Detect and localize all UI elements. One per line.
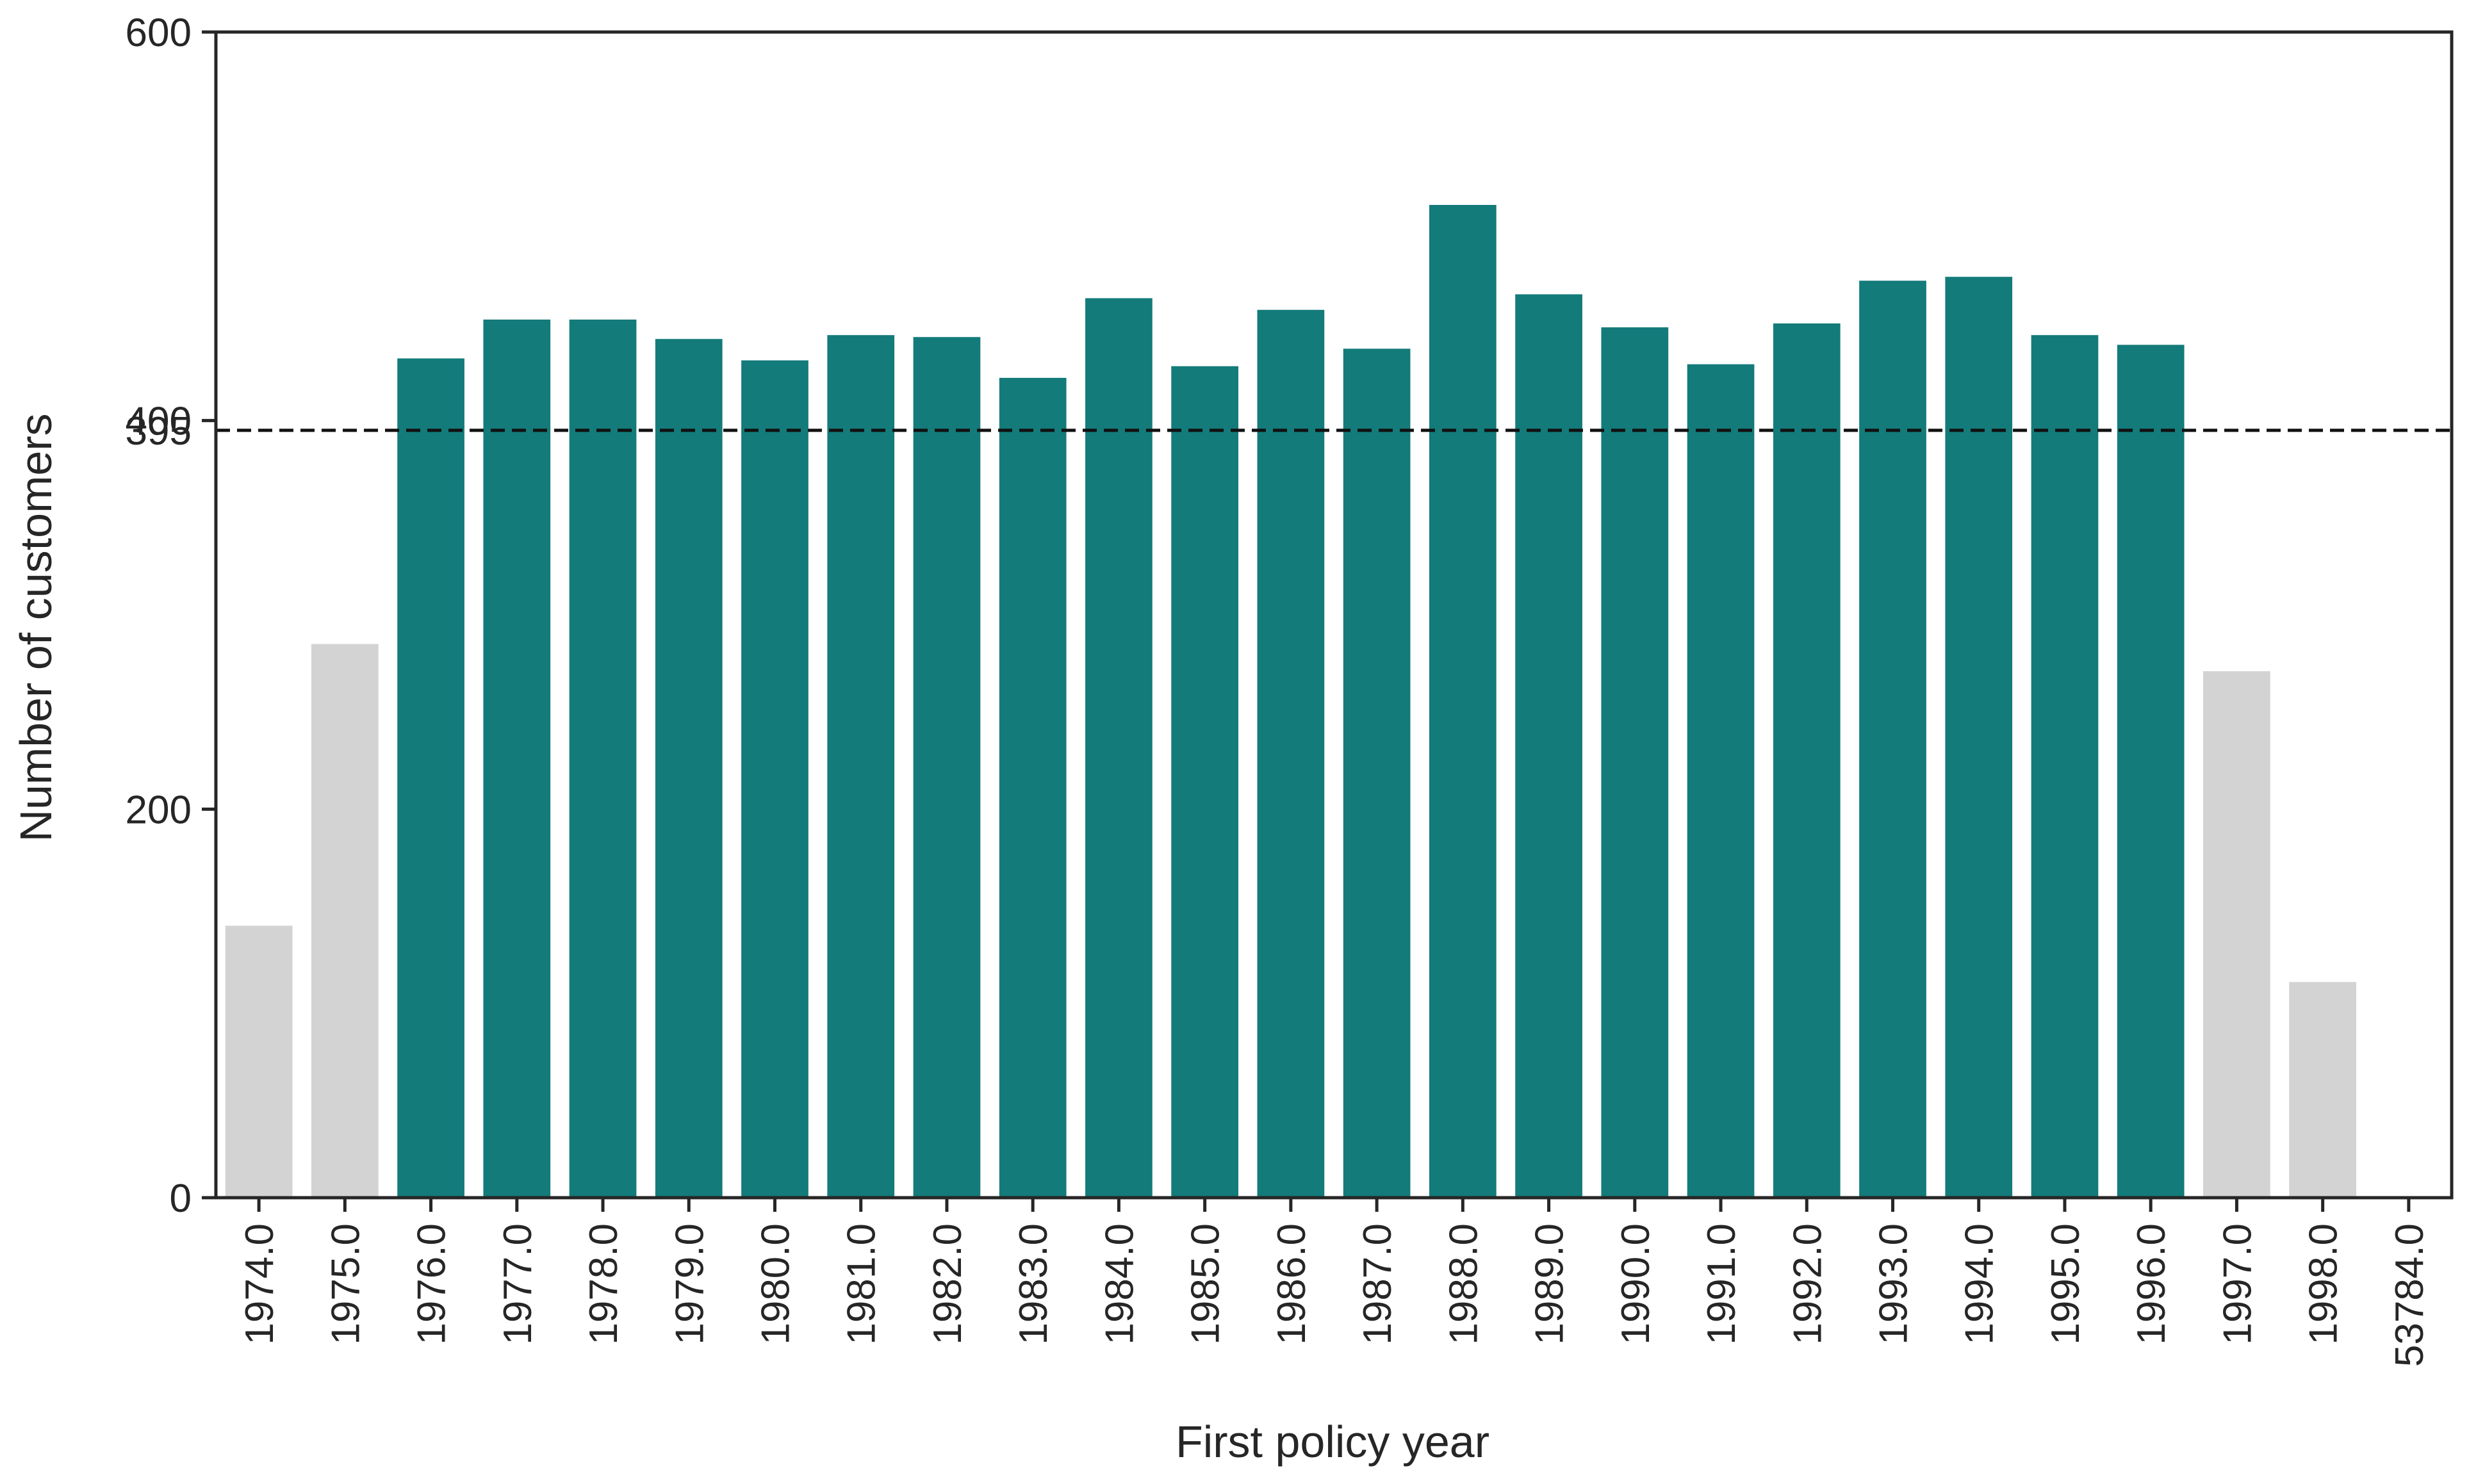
x-tick-label: 1992.0 — [1785, 1223, 1830, 1345]
y-tick-label: 200 — [126, 788, 192, 832]
x-tick-label: 1993.0 — [1872, 1223, 1916, 1345]
bar-1984.0 — [1085, 298, 1152, 1198]
bar-1980.0 — [741, 360, 808, 1198]
y-tick-label: 600 — [126, 11, 192, 55]
x-axis: 1974.0 1975.0 1976.0 1977.0 1978.0 1979.0 1980… — [238, 1198, 2432, 1367]
plot-frame — [214, 30, 2454, 1200]
y-axis: 0 200 400 600 — [126, 11, 216, 1221]
x-tick-label: 1996.0 — [2129, 1223, 2174, 1345]
bar-1982.0 — [913, 337, 981, 1198]
y-tick-label: 400 — [126, 400, 192, 444]
bars-layer — [225, 204, 2357, 1198]
bar-1977.0 — [483, 319, 551, 1198]
x-tick-label: 1974.0 — [238, 1223, 282, 1345]
x-tick-label: 1982.0 — [926, 1223, 970, 1345]
x-tick-label: 1995.0 — [2044, 1223, 2088, 1345]
x-tick-label: 1998.0 — [2302, 1223, 2346, 1345]
bar-1981.0 — [827, 335, 895, 1198]
x-tick-label: 1983.0 — [1012, 1223, 1056, 1345]
bar-1974.0 — [225, 925, 293, 1198]
x-tick-label: 1976.0 — [410, 1223, 454, 1345]
bar-1985.0 — [1171, 366, 1239, 1198]
bar-1979.0 — [655, 339, 723, 1198]
x-tick-label: 1989.0 — [1528, 1223, 1572, 1345]
bar-1997.0 — [2203, 671, 2270, 1198]
x-axis-label: First policy year — [1176, 1417, 1489, 1467]
x-tick-label: 1986.0 — [1270, 1223, 1314, 1345]
bar-1983.0 — [999, 377, 1067, 1198]
bar-1989.0 — [1515, 294, 1582, 1198]
y-tick-label: 0 — [170, 1177, 192, 1221]
x-tick-label: 1979.0 — [668, 1223, 712, 1345]
x-tick-label: 1978.0 — [582, 1223, 626, 1345]
x-tick-label: 1990.0 — [1614, 1223, 1658, 1345]
bar-1978.0 — [569, 319, 637, 1198]
x-tick-label: 1977.0 — [496, 1223, 540, 1345]
x-tick-label: 1984.0 — [1097, 1223, 1142, 1345]
x-tick-label: 53784.0 — [2388, 1223, 2432, 1367]
bar-1996.0 — [2117, 345, 2185, 1198]
x-tick-label: 1987.0 — [1356, 1223, 1400, 1345]
x-tick-label: 1997.0 — [2215, 1223, 2260, 1345]
x-tick-label: 1985.0 — [1184, 1223, 1228, 1345]
bar-1988.0 — [1429, 204, 1497, 1198]
bar-1991.0 — [1687, 364, 1755, 1198]
bar-1976.0 — [397, 358, 464, 1198]
bar-1992.0 — [1773, 323, 1841, 1198]
x-tick-label: 1994.0 — [1958, 1223, 2002, 1345]
x-tick-label: 1991.0 — [1700, 1223, 1744, 1345]
bar-1986.0 — [1257, 309, 1325, 1198]
x-tick-label: 1981.0 — [840, 1223, 884, 1345]
x-tick-label: 1975.0 — [324, 1223, 368, 1345]
x-tick-label: 1980.0 — [754, 1223, 798, 1345]
bar-1993.0 — [1859, 281, 1926, 1198]
bar-1975.0 — [311, 644, 379, 1198]
bar-1995.0 — [2031, 335, 2099, 1198]
bar-1987.0 — [1343, 348, 1411, 1198]
bar-1998.0 — [2289, 982, 2357, 1198]
x-tick-label: 1988.0 — [1441, 1223, 1486, 1345]
y-axis-label: Number of customers — [11, 413, 61, 842]
bar-1994.0 — [1945, 277, 2013, 1198]
reference-line-label: 395 — [126, 409, 192, 453]
bar-1990.0 — [1601, 327, 1669, 1198]
